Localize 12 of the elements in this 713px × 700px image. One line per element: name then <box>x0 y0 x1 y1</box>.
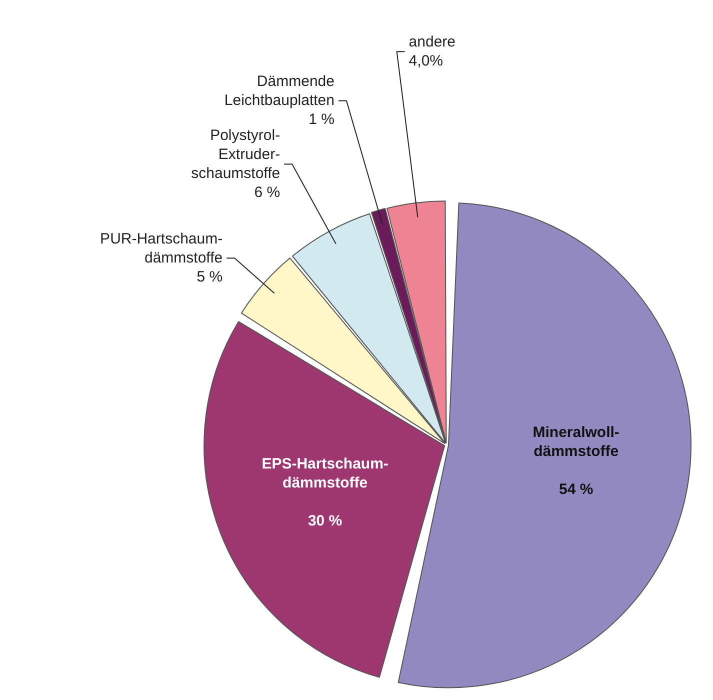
data-label: 1 % <box>308 110 334 128</box>
slice-label: Dämmende Leichtbauplatten <box>224 72 334 109</box>
slice-label: Polystyrol- Extruder- schaumstoffe <box>191 126 280 182</box>
slice-label: EPS-Hartschaum- dämmstoffe <box>262 456 388 492</box>
data-label: 54 % <box>558 481 594 498</box>
data-label: 30 % <box>308 512 342 530</box>
data-label: 5 % <box>196 268 223 286</box>
data-label: 6 % <box>254 184 280 201</box>
slice-label: PUR-Hartschaum- dämmstoffe <box>100 230 223 266</box>
slice-label: andere <box>408 33 456 50</box>
data-label: 4,0% <box>408 52 444 70</box>
slice-label: Mineralwoll- dämmstoffe <box>532 424 620 460</box>
